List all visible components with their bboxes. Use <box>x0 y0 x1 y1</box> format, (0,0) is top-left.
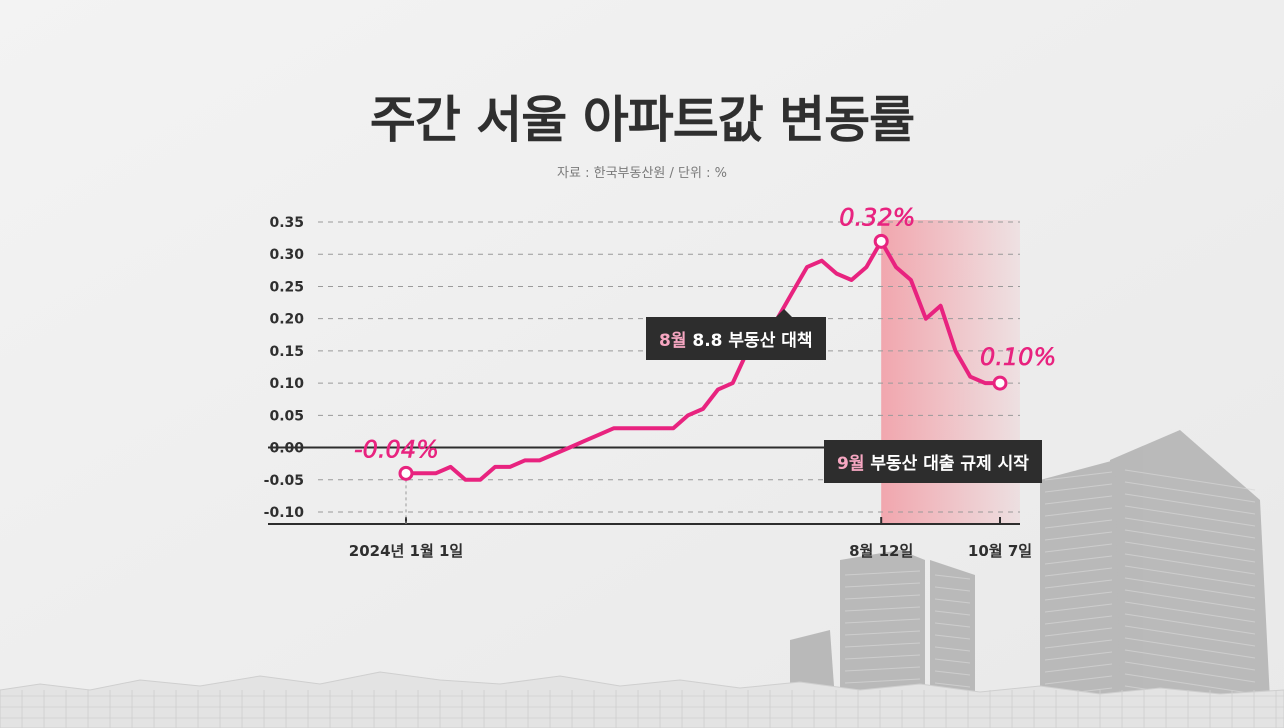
chart-title: 주간 서울 아파트값 변동률 <box>369 91 915 149</box>
apartment-buildings-illustration <box>790 430 1270 700</box>
callout-text: 부동산 대출 규제 시작 <box>864 454 1029 474</box>
y-tick-label: 0.20 <box>269 312 304 328</box>
y-axis-ticks: 0.35 0.30 0.25 0.20 0.15 0.10 0.05 0.00 -0.05 -0.… <box>264 215 305 521</box>
grid-paper-bottom <box>0 690 1284 728</box>
y-tick-label: 0.10 <box>269 376 304 392</box>
marker-points <box>398 233 1008 481</box>
y-tick-label: 0.15 <box>269 344 304 360</box>
y-tick-label: -0.10 <box>264 505 305 521</box>
annotation-end-value: 0.10% <box>980 343 1056 371</box>
building-windows <box>844 469 1256 707</box>
series-line <box>404 239 1002 482</box>
marker-peak <box>873 233 889 249</box>
x-tick-label: 8월 12일 <box>849 542 913 560</box>
marker-end <box>992 375 1008 391</box>
y-tick-label: 0.00 <box>269 441 304 457</box>
callout-september-regulation: 9월 부동산 대출 규제 시작 <box>824 440 1042 483</box>
y-tick-label: 0.35 <box>269 215 304 231</box>
chart-source: 자료 : 한국부동산원 / 단위 : % <box>557 166 727 181</box>
x-axis-ticks: 2024년 1월 1일 8월 12일 10월 7일 <box>349 473 1032 560</box>
x-tick-label: 10월 7일 <box>968 542 1032 560</box>
y-tick-label: 0.30 <box>269 247 304 263</box>
callout-text: 8.8 부동산 대책 <box>686 331 813 351</box>
y-tick-label: -0.05 <box>264 473 304 489</box>
annotation-peak-value: 0.32% <box>839 203 915 231</box>
callout-august-policy: 8월 8.8 부동산 대책 <box>646 309 826 360</box>
y-tick-label: 0.25 <box>269 279 304 295</box>
callout-month: 9월 <box>837 454 865 474</box>
callout-month: 8월 <box>659 331 687 351</box>
x-tick-label: 2024년 1월 1일 <box>349 542 463 560</box>
marker-start <box>398 465 414 481</box>
y-tick-label: 0.05 <box>269 408 304 424</box>
annotation-start-value: -0.04% <box>354 435 439 463</box>
